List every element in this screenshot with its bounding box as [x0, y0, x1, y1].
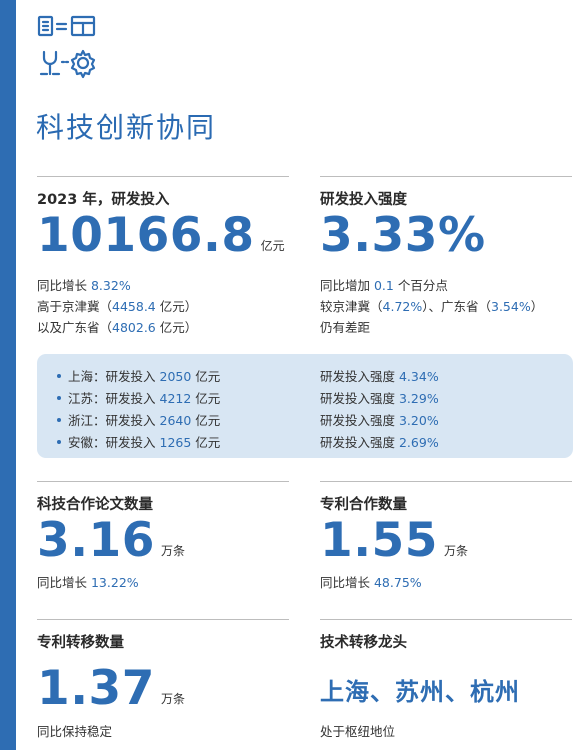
bullet-dot [57, 439, 61, 444]
patents-unit: 万条 [443, 544, 468, 558]
rd-investment-note: 同比增长 8.32% [37, 278, 131, 293]
divider-transfer [37, 619, 289, 620]
rd-intensity-note: 仍有差距 [320, 320, 371, 335]
divider-rd-intensity [320, 176, 572, 177]
transfer-note: 同比保持稳定 [37, 724, 113, 739]
collaboration-icon [37, 15, 96, 79]
region-intensity-jiangsu: 研发投入强度 3.29% [320, 391, 439, 406]
rd-investment-notes: 同比增长 8.32% 高于京津冀（4458.4 亿元） 以及广东省（4802.6… [37, 275, 197, 338]
rd-intensity-figure: 3.33% [320, 212, 486, 260]
bullet-dot [57, 373, 61, 378]
papers-note: 同比增长 13.22% [37, 575, 139, 590]
divider-leaders [320, 619, 572, 620]
region-row-shanghai: 上海：研发投入 2050 亿元 [57, 366, 220, 385]
divider-papers [37, 481, 289, 482]
region-intensity-shanghai: 研发投入强度 4.34% [320, 369, 439, 384]
papers-unit: 万条 [160, 544, 185, 558]
regions-panel: 上海：研发投入 2050 亿元 研发投入强度 4.34% 江苏：研发投入 421… [37, 354, 573, 458]
patents-note: 同比增长 48.75% [320, 575, 422, 590]
divider-rd-investment [37, 176, 289, 177]
page-title: 科技创新协同 [36, 111, 217, 144]
region-row-anhui: 安徽：研发投入 1265 亿元 [57, 432, 220, 451]
bullet-dot [57, 417, 61, 422]
rd-investment-note: 以及广东省（4802.6 亿元） [37, 320, 198, 335]
divider-patents [320, 481, 572, 482]
rd-intensity-value: 3.33% [320, 208, 486, 263]
rd-intensity-title: 研发投入强度 [320, 192, 407, 208]
side-accent-bar [0, 0, 16, 750]
rd-investment-note: 高于京津冀（4458.4 亿元） [37, 299, 198, 314]
rd-intensity-note: 较京津冀（4.72%）、广东省（3.54%） [320, 299, 544, 314]
region-row-zhejiang: 浙江：研发投入 2640 亿元 [57, 410, 220, 429]
rd-investment-title: 2023 年，研发投入 [37, 192, 170, 208]
region-intensity-zhejiang: 研发投入强度 3.20% [320, 413, 439, 428]
patents-title: 专利合作数量 [320, 497, 407, 513]
transfer-unit: 万条 [160, 692, 185, 706]
leaders-cities: 上海、苏州、杭州 [320, 678, 520, 706]
region-intensity-anhui: 研发投入强度 2.69% [320, 435, 439, 450]
papers-title: 科技合作论文数量 [37, 497, 153, 513]
transfer-figure: 1.37 万条 [37, 665, 185, 713]
leaders-note: 处于枢纽地位 [320, 724, 396, 739]
bullet-dot [57, 395, 61, 400]
rd-investment-unit: 亿元 [260, 239, 285, 253]
papers-figure: 3.16 万条 [37, 517, 185, 565]
rd-investment-value: 10166.8 [37, 208, 255, 263]
patents-figure: 1.55 万条 [320, 517, 468, 565]
patents-value: 1.55 [320, 513, 438, 568]
rd-investment-figure: 10166.8 亿元 [37, 212, 285, 260]
rd-intensity-note: 同比增加 0.1 个百分点 [320, 278, 448, 293]
region-row-jiangsu: 江苏：研发投入 4212 亿元 [57, 388, 220, 407]
papers-value: 3.16 [37, 513, 155, 568]
transfer-value: 1.37 [37, 661, 155, 716]
rd-intensity-notes: 同比增加 0.1 个百分点 较京津冀（4.72%）、广东省（3.54%） 仍有差… [320, 275, 543, 338]
leaders-title: 技术转移龙头 [320, 635, 407, 651]
transfer-title: 专利转移数量 [37, 635, 124, 651]
